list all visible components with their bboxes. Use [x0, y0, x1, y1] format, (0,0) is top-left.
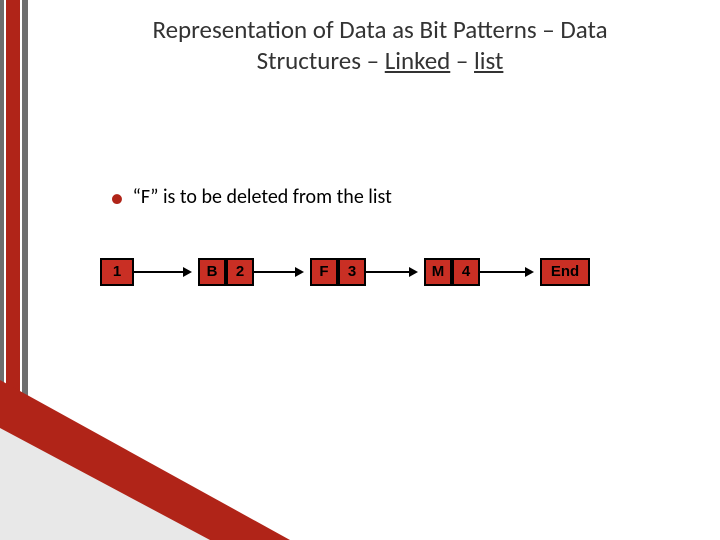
ll-cell: 3 — [338, 258, 366, 286]
bullet-line: • “F” is to be deleted from the list — [110, 185, 392, 209]
title-line-1: Representation of Data as Bit Patterns –… — [152, 14, 607, 45]
title-line-2a: Structures – — [257, 45, 385, 76]
bullet-text: “F” is to be deleted from the list — [132, 185, 391, 209]
slide-title: Representation of Data as Bit Patterns –… — [100, 14, 660, 76]
ll-arrow — [254, 271, 302, 273]
ll-cell: 4 — [452, 258, 480, 286]
corner-wedge-inner — [0, 428, 210, 540]
ll-cell: End — [540, 258, 590, 286]
title-underlined-2: list — [474, 45, 503, 76]
ll-arrow — [134, 271, 190, 273]
ll-cell: M — [424, 258, 452, 286]
ll-cell: B — [198, 258, 226, 286]
ll-cell: F — [310, 258, 338, 286]
ll-cell: 1 — [100, 258, 134, 286]
title-joiner: – — [450, 45, 474, 76]
bullet-dot-icon: • — [110, 180, 124, 215]
title-underlined-1: Linked — [385, 45, 451, 76]
ll-arrow — [480, 271, 532, 273]
ll-cell: 2 — [226, 258, 254, 286]
ll-arrow — [366, 271, 416, 273]
